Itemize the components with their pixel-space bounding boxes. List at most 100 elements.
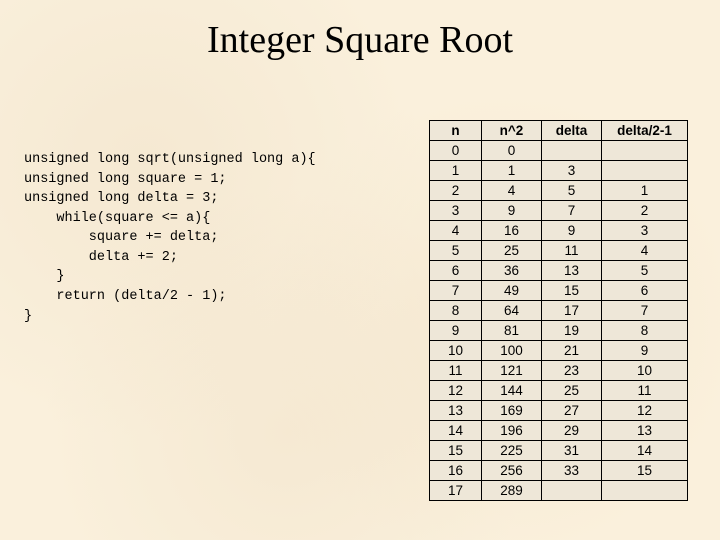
table-cell: 6	[602, 281, 688, 301]
table-cell: 13	[602, 421, 688, 441]
table-cell: 19	[542, 321, 602, 341]
table-row: 17289	[430, 481, 688, 501]
table-cell: 7	[602, 301, 688, 321]
table-row: 141962913	[430, 421, 688, 441]
table-cell: 64	[482, 301, 542, 321]
table-cell: 121	[482, 361, 542, 381]
table-cell	[602, 161, 688, 181]
code-line: while(square <= a){	[24, 211, 210, 226]
squares-table: n n^2 delta delta/2-1 001132451397241693…	[429, 120, 688, 501]
table-cell: 6	[430, 261, 482, 281]
table-cell: 12	[430, 381, 482, 401]
table-row: 525114	[430, 241, 688, 261]
table-row: 3972	[430, 201, 688, 221]
table-cell: 2	[602, 201, 688, 221]
page-title: Integer Square Root	[0, 18, 720, 62]
table-cell: 3	[542, 161, 602, 181]
table-cell: 1	[602, 181, 688, 201]
code-block: unsigned long sqrt(unsigned long a){ uns…	[24, 150, 316, 326]
table-cell: 16	[430, 461, 482, 481]
table-cell: 21	[542, 341, 602, 361]
table-cell: 5	[430, 241, 482, 261]
table-cell: 10	[430, 341, 482, 361]
table-cell: 12	[602, 401, 688, 421]
table-cell: 4	[482, 181, 542, 201]
table-cell: 1	[430, 161, 482, 181]
table-row: 864177	[430, 301, 688, 321]
table-row: 10100219	[430, 341, 688, 361]
table-cell: 17	[542, 301, 602, 321]
table-cell: 11	[430, 361, 482, 381]
table-cell: 10	[602, 361, 688, 381]
code-line: return (delta/2 - 1);	[24, 289, 227, 304]
table-cell: 8	[430, 301, 482, 321]
table-row: 131692712	[430, 401, 688, 421]
table-row: 00	[430, 141, 688, 161]
table-cell: 25	[482, 241, 542, 261]
table-cell: 3	[602, 221, 688, 241]
table-wrap: n n^2 delta delta/2-1 001132451397241693…	[429, 120, 688, 501]
table-cell	[542, 141, 602, 161]
table-cell: 4	[430, 221, 482, 241]
table-cell: 13	[542, 261, 602, 281]
table-cell: 23	[542, 361, 602, 381]
table-cell: 27	[542, 401, 602, 421]
code-line: delta += 2;	[24, 250, 178, 265]
table-cell: 13	[430, 401, 482, 421]
table-cell: 5	[542, 181, 602, 201]
table-cell: 11	[542, 241, 602, 261]
table-cell: 15	[430, 441, 482, 461]
table-row: 113	[430, 161, 688, 181]
table-cell: 169	[482, 401, 542, 421]
table-row: 152253114	[430, 441, 688, 461]
table-row: 749156	[430, 281, 688, 301]
table-cell: 144	[482, 381, 542, 401]
table-cell: 33	[542, 461, 602, 481]
table-row: 162563315	[430, 461, 688, 481]
slide: Integer Square Root unsigned long sqrt(u…	[0, 0, 720, 540]
table-cell: 29	[542, 421, 602, 441]
table-cell: 2	[430, 181, 482, 201]
table-cell: 196	[482, 421, 542, 441]
table-cell: 16	[482, 221, 542, 241]
table-cell: 36	[482, 261, 542, 281]
code-line: }	[24, 309, 32, 324]
table-cell: 14	[430, 421, 482, 441]
code-line: unsigned long sqrt(unsigned long a){	[24, 152, 316, 167]
col-header-n2: n^2	[482, 121, 542, 141]
table-cell: 0	[482, 141, 542, 161]
table-cell	[602, 481, 688, 501]
table-cell: 49	[482, 281, 542, 301]
table-cell: 100	[482, 341, 542, 361]
table-row: 981198	[430, 321, 688, 341]
table-row: 41693	[430, 221, 688, 241]
table-cell	[542, 481, 602, 501]
table-cell: 5	[602, 261, 688, 281]
table-row: 636135	[430, 261, 688, 281]
table-cell: 9	[542, 221, 602, 241]
table-cell: 8	[602, 321, 688, 341]
table-body: 0011324513972416935251146361357491568641…	[430, 141, 688, 501]
table-cell: 3	[430, 201, 482, 221]
table-row: 121442511	[430, 381, 688, 401]
table-cell: 11	[602, 381, 688, 401]
table-cell: 14	[602, 441, 688, 461]
table-cell: 289	[482, 481, 542, 501]
code-line: unsigned long square = 1;	[24, 172, 227, 187]
table-cell: 256	[482, 461, 542, 481]
table-cell	[602, 141, 688, 161]
code-line: unsigned long delta = 3;	[24, 191, 218, 206]
col-header-n: n	[430, 121, 482, 141]
table-cell: 1	[482, 161, 542, 181]
col-header-formula: delta/2-1	[602, 121, 688, 141]
table-cell: 7	[430, 281, 482, 301]
table-cell: 7	[542, 201, 602, 221]
table-cell: 31	[542, 441, 602, 461]
table-cell: 9	[482, 201, 542, 221]
table-row: 2451	[430, 181, 688, 201]
table-cell: 81	[482, 321, 542, 341]
table-cell: 0	[430, 141, 482, 161]
table-cell: 4	[602, 241, 688, 261]
code-line: square += delta;	[24, 230, 218, 245]
table-row: 111212310	[430, 361, 688, 381]
